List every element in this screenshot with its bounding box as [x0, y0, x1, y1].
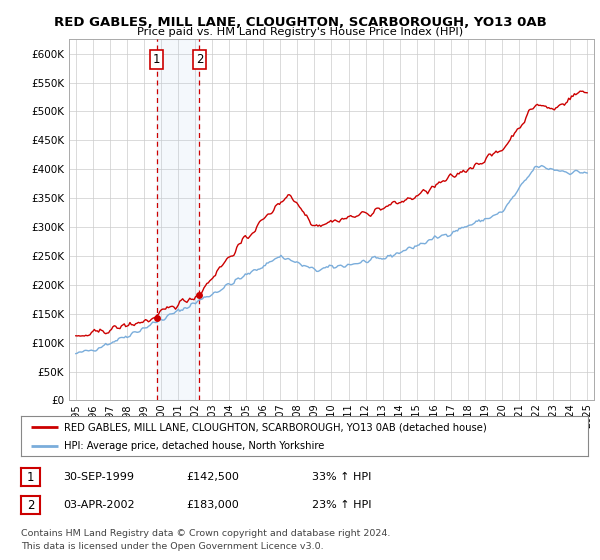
Text: 30-SEP-1999: 30-SEP-1999: [63, 472, 134, 482]
Text: 2: 2: [27, 498, 34, 512]
Bar: [157, 39, 199, 400]
Text: 1: 1: [27, 470, 34, 484]
Text: 1: 1: [153, 53, 161, 66]
Text: 2: 2: [196, 53, 203, 66]
Text: RED GABLES, MILL LANE, CLOUGHTON, SCARBOROUGH, YO13 0AB (detached house): RED GABLES, MILL LANE, CLOUGHTON, SCARBO…: [64, 422, 486, 432]
Text: HPI: Average price, detached house, North Yorkshire: HPI: Average price, detached house, Nort…: [64, 441, 324, 451]
Text: £183,000: £183,000: [186, 500, 239, 510]
Text: RED GABLES, MILL LANE, CLOUGHTON, SCARBOROUGH, YO13 0AB: RED GABLES, MILL LANE, CLOUGHTON, SCARBO…: [53, 16, 547, 29]
Text: 23% ↑ HPI: 23% ↑ HPI: [312, 500, 371, 510]
Text: 03-APR-2002: 03-APR-2002: [63, 500, 134, 510]
Text: 33% ↑ HPI: 33% ↑ HPI: [312, 472, 371, 482]
Text: £142,500: £142,500: [186, 472, 239, 482]
Text: Price paid vs. HM Land Registry's House Price Index (HPI): Price paid vs. HM Land Registry's House …: [137, 27, 463, 37]
Text: Contains HM Land Registry data © Crown copyright and database right 2024.
This d: Contains HM Land Registry data © Crown c…: [21, 529, 391, 550]
